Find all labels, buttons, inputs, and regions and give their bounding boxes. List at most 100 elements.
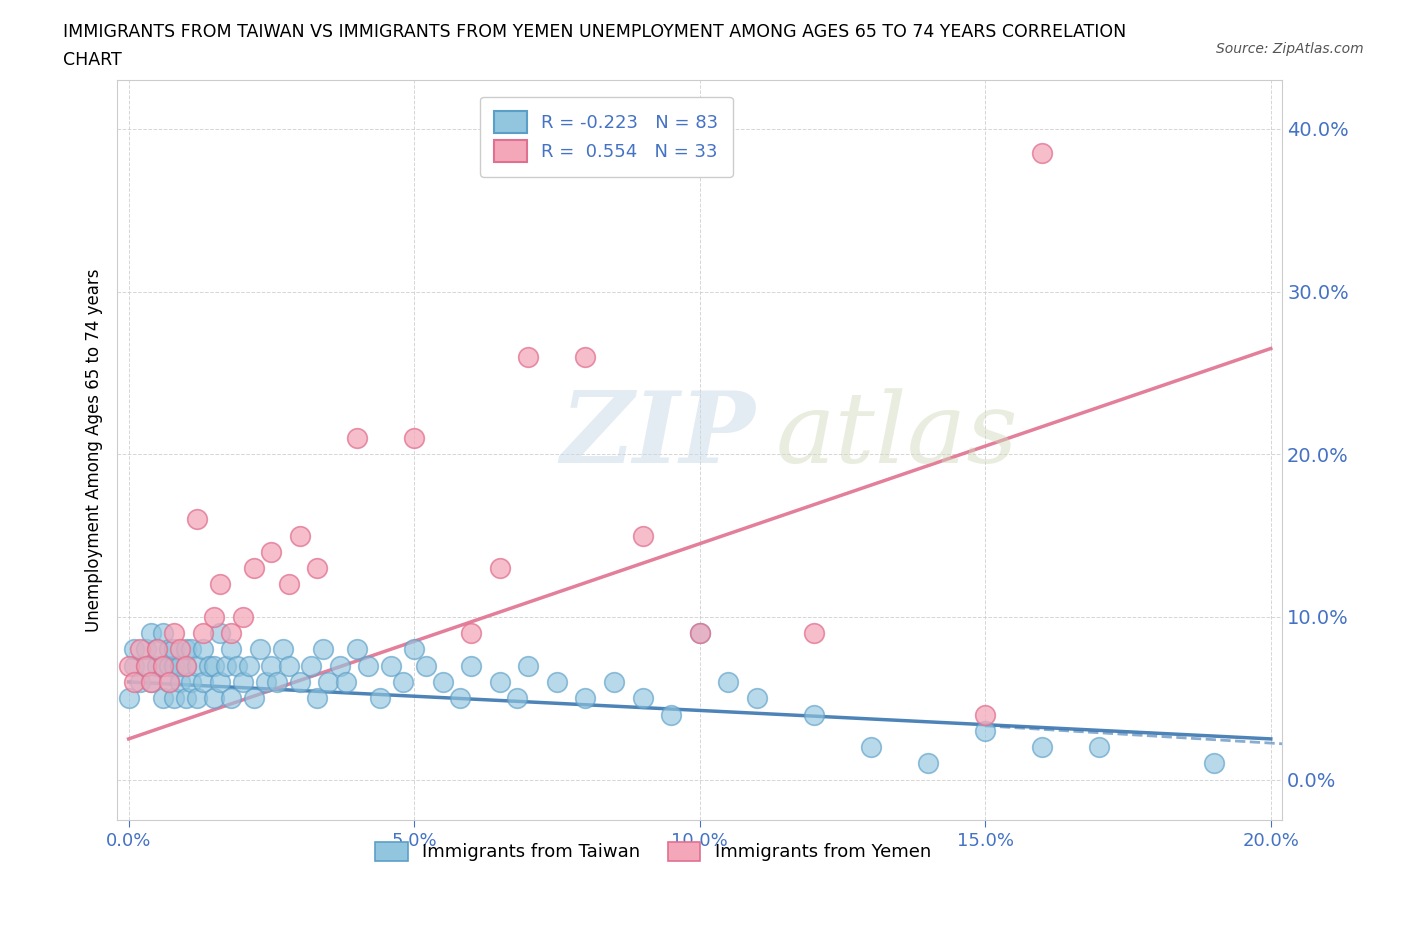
Point [307,691,329,706]
Point [202,691,225,706]
Legend: Immigrants from Taiwan, Immigrants from Yemen: Immigrants from Taiwan, Immigrants from … [367,833,939,870]
Text: Source: ZipAtlas.com: Source: ZipAtlas.com [1216,42,1364,56]
Point [312,642,335,657]
Point [208,626,231,641]
Point [221,626,243,641]
Point [191,674,214,689]
Point [202,609,225,624]
Point [146,658,169,673]
Point [243,691,266,706]
Point [391,674,413,689]
Point [117,658,139,673]
Point [917,756,939,771]
Point [141,674,163,689]
Point [260,544,283,559]
Point [574,691,596,706]
Y-axis label: Unemployment Among Ages 65 to 74 years: Unemployment Among Ages 65 to 74 years [86,269,103,631]
Text: IMMIGRANTS FROM TAIWAN VS IMMIGRANTS FROM YEMEN UNEMPLOYMENT AMONG AGES 65 TO 74: IMMIGRANTS FROM TAIWAN VS IMMIGRANTS FRO… [63,23,1126,41]
Point [689,626,711,641]
Point [152,626,174,641]
Point [574,349,596,364]
Point [186,658,208,673]
Point [380,658,402,673]
Point [232,674,254,689]
Point [631,691,654,706]
Point [603,674,626,689]
Point [745,691,768,706]
Point [129,642,152,657]
Text: ZIP: ZIP [560,387,755,484]
Point [415,658,437,673]
Point [277,658,299,673]
Point [488,674,510,689]
Point [152,658,174,673]
Point [249,642,271,657]
Point [163,642,186,657]
Point [238,658,260,673]
Point [546,674,568,689]
Point [146,642,169,657]
Point [226,658,249,673]
Point [974,707,997,722]
Point [1031,146,1053,161]
Point [368,691,391,706]
Point [288,528,311,543]
Point [1031,739,1053,754]
Point [186,512,208,526]
Point [271,642,294,657]
Point [135,658,157,673]
Point [157,674,180,689]
Point [169,658,191,673]
Text: atlas: atlas [776,388,1018,483]
Point [141,626,163,641]
Point [141,674,163,689]
Point [174,642,197,657]
Point [631,528,654,543]
Point [517,658,540,673]
Point [124,674,146,689]
Point [346,431,368,445]
Point [329,658,352,673]
Point [860,739,883,754]
Point [135,658,157,673]
Point [129,674,152,689]
Point [169,674,191,689]
Point [197,658,219,673]
Point [124,658,146,673]
Point [232,609,254,624]
Point [221,642,243,657]
Point [163,626,186,641]
Point [174,691,197,706]
Point [243,561,266,576]
Point [260,658,283,673]
Point [266,674,288,689]
Point [460,658,482,673]
Point [163,691,186,706]
Point [288,674,311,689]
Point [174,658,197,673]
Point [152,691,174,706]
Point [299,658,322,673]
Point [146,642,169,657]
Point [135,642,157,657]
Point [277,577,299,591]
Point [357,658,380,673]
Point [180,642,202,657]
Point [163,658,186,673]
Point [157,658,180,673]
Point [717,674,740,689]
Point [318,674,340,689]
Point [803,626,825,641]
Point [404,431,426,445]
Point [803,707,825,722]
Point [174,658,197,673]
Point [221,691,243,706]
Point [449,691,471,706]
Point [346,642,368,657]
Point [186,691,208,706]
Point [191,626,214,641]
Point [208,674,231,689]
Point [157,674,180,689]
Point [202,658,225,673]
Point [180,674,202,689]
